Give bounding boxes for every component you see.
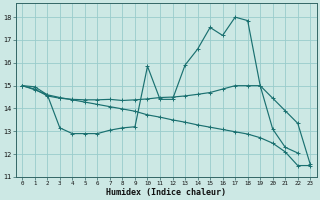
X-axis label: Humidex (Indice chaleur): Humidex (Indice chaleur) [106, 188, 226, 197]
